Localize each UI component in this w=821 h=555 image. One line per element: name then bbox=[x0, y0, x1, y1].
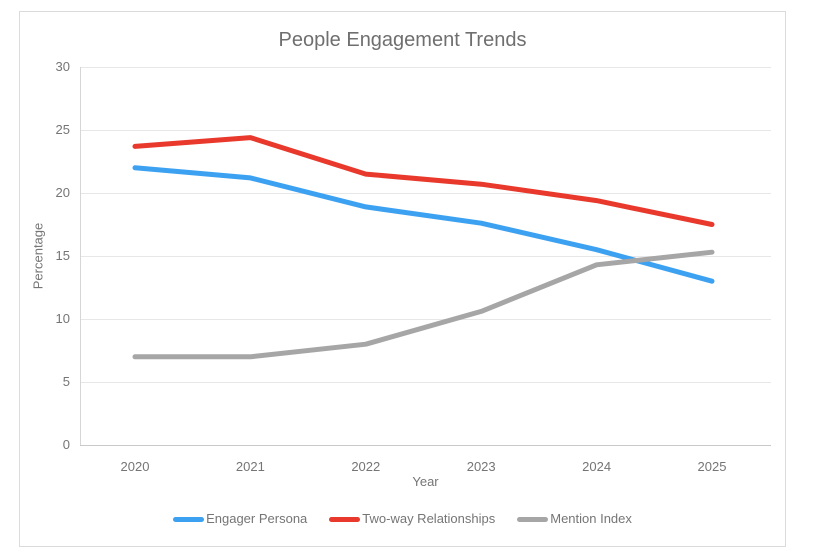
y-tick-label: 25 bbox=[55, 122, 70, 137]
x-tick-label: 2025 bbox=[697, 459, 727, 474]
legend-line-swatch-icon bbox=[329, 516, 361, 522]
legend-item-two-way-relationships: Two-way Relationships bbox=[329, 511, 495, 527]
x-tick-label: 2020 bbox=[120, 459, 150, 474]
legend-label: Engager Persona bbox=[206, 511, 308, 526]
legend-line-swatch-icon bbox=[517, 516, 549, 522]
x-tick-label: 2023 bbox=[466, 459, 496, 474]
chart-title: People Engagement Trends bbox=[278, 29, 527, 51]
series-line-mention-index bbox=[132, 249, 715, 360]
y-tick-label: 20 bbox=[55, 185, 70, 200]
plot-area bbox=[80, 67, 771, 446]
chart-frame: People Engagement Trends Percentage 0 5 10… bbox=[19, 11, 786, 547]
y-tick-label: 5 bbox=[62, 374, 70, 389]
y-tick-label: 0 bbox=[62, 437, 70, 452]
legend-label: Two-way Relationships bbox=[362, 511, 496, 526]
y-tick-label: 15 bbox=[55, 248, 70, 263]
series-line-two-way-relationships bbox=[132, 135, 715, 227]
x-axis-title: Year bbox=[412, 474, 439, 489]
legend: Engager Persona Two-way Relationships Ment… bbox=[20, 511, 785, 527]
y-tick-label: 10 bbox=[55, 311, 70, 326]
legend-item-mention-index: Mention Index bbox=[517, 511, 632, 527]
legend-line-swatch-icon bbox=[173, 516, 205, 522]
legend-item-engager-persona: Engager Persona bbox=[173, 511, 307, 527]
y-tick-label: 30 bbox=[55, 59, 70, 74]
x-tick-label: 2022 bbox=[351, 459, 381, 474]
x-tick-label: 2024 bbox=[582, 459, 612, 474]
x-tick-label: 2021 bbox=[235, 459, 265, 474]
series-line-engager-persona bbox=[132, 165, 715, 284]
legend-label: Mention Index bbox=[550, 511, 632, 526]
